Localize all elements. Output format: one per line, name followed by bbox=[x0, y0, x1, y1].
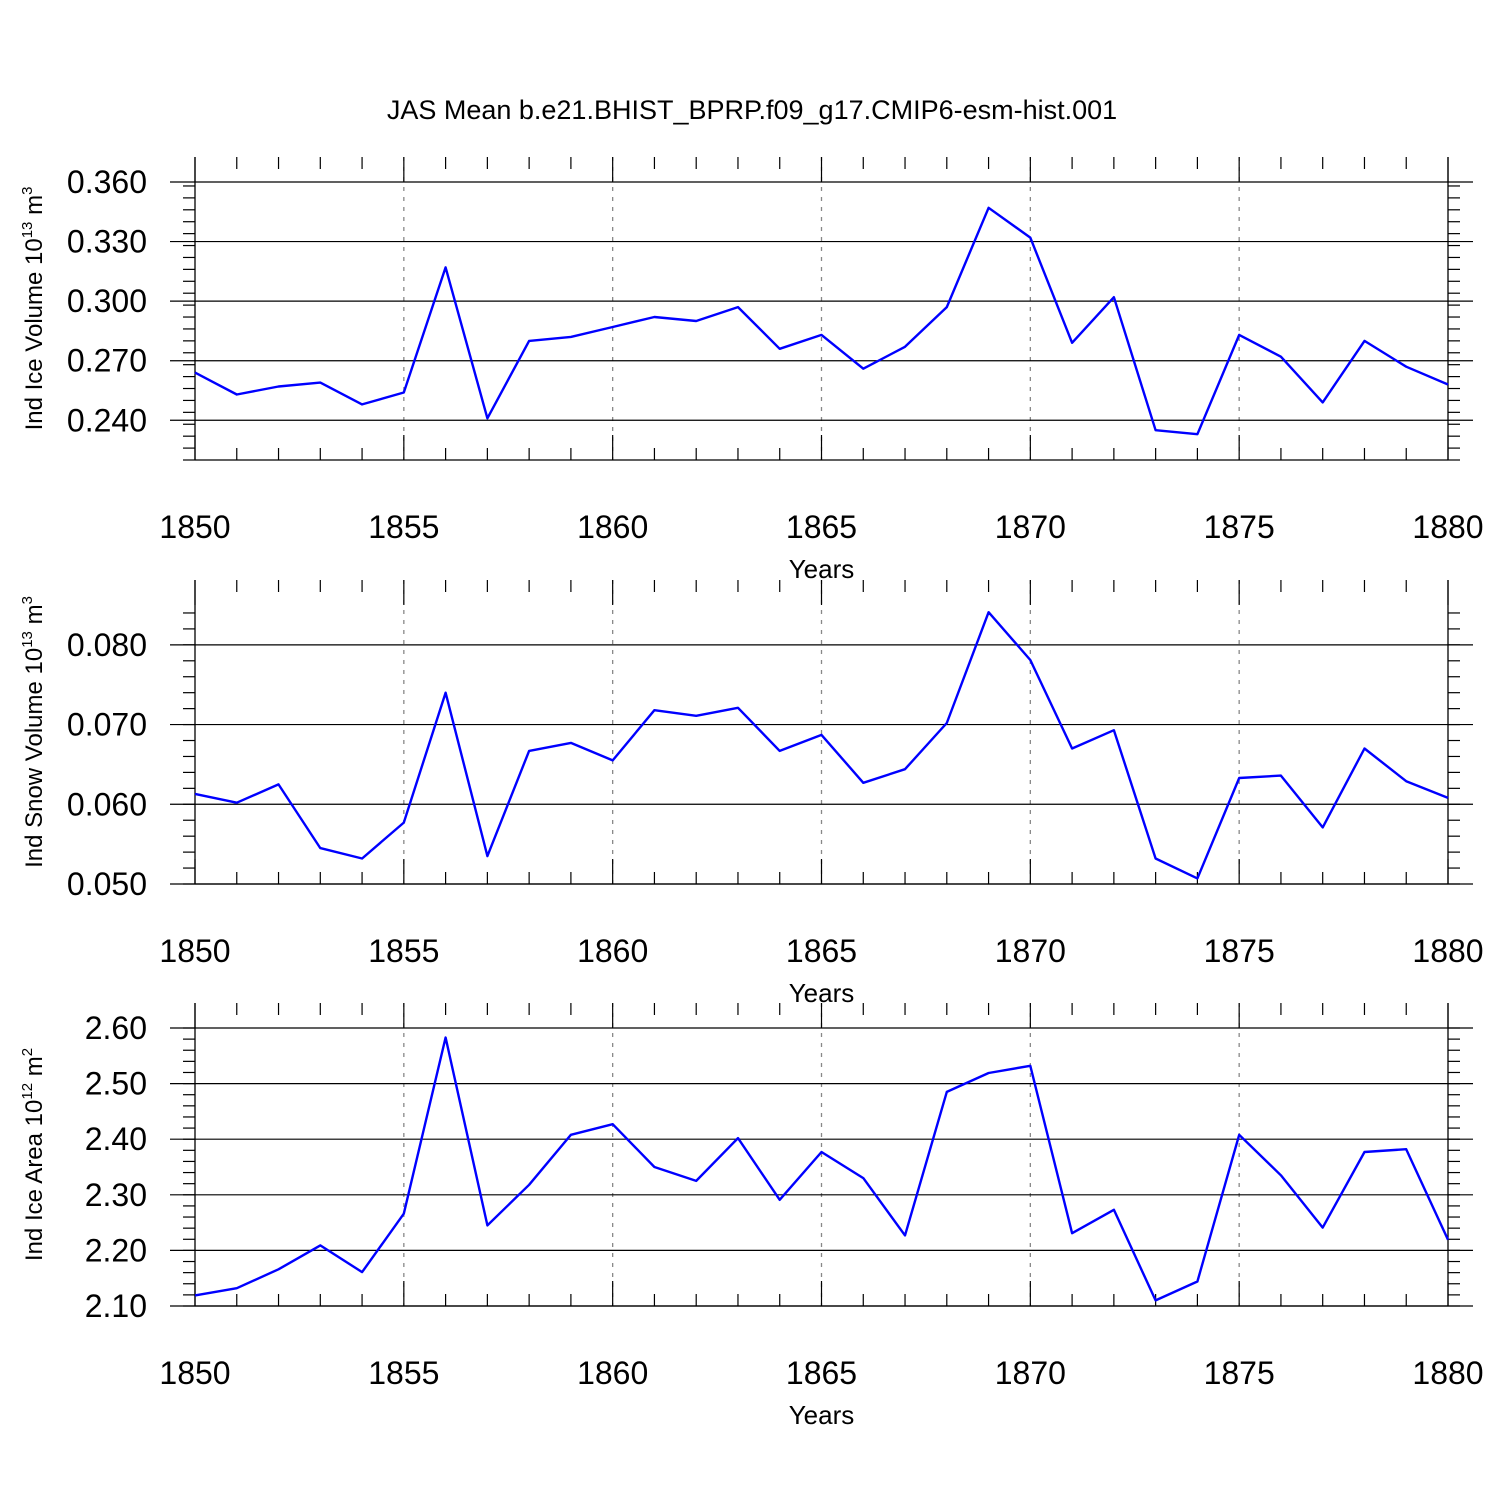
panel-ice-volume: 0.240 0.270 0.300 0.330 0.360 1850 1855 1860 186… bbox=[19, 157, 1484, 584]
y-axis-label: Ind Ice Area 1012 m2 bbox=[19, 1048, 48, 1261]
xtick-label: 1865 bbox=[786, 509, 857, 545]
xtick-label: 1860 bbox=[577, 933, 648, 969]
ytick-label: 0.240 bbox=[67, 402, 147, 438]
y-axis-label: Ind Ice Volume 1013 m3 bbox=[19, 187, 48, 431]
ytick-label: 0.070 bbox=[67, 707, 147, 743]
ytick-label: 0.060 bbox=[67, 786, 147, 822]
y-axis-label: Ind Snow Volume 1013 m3 bbox=[19, 596, 48, 868]
ytick-label: 2.20 bbox=[85, 1232, 147, 1268]
panel-ice-area: 2.10 2.20 2.30 2.40 2.50 2.60 1850 1855 1860 1865… bbox=[19, 1003, 1484, 1430]
xtick-label: 1870 bbox=[995, 933, 1066, 969]
ytick-label: 0.080 bbox=[67, 627, 147, 663]
xtick-label: 1880 bbox=[1412, 933, 1483, 969]
xtick-label: 1860 bbox=[577, 509, 648, 545]
xtick-label: 1880 bbox=[1412, 1355, 1483, 1391]
series-line-ice-area bbox=[194, 1036, 1450, 1302]
ytick-label: 2.40 bbox=[85, 1121, 147, 1157]
xtick-label: 1865 bbox=[786, 1355, 857, 1391]
ytick-label: 0.050 bbox=[67, 866, 147, 902]
ytick-label: 0.360 bbox=[67, 164, 147, 200]
xtick-label: 1870 bbox=[995, 1355, 1066, 1391]
xtick-label: 1865 bbox=[786, 933, 857, 969]
xtick-label: 1850 bbox=[159, 1355, 230, 1391]
series-line-snow-volume bbox=[194, 611, 1449, 880]
panels: 0.240 0.270 0.300 0.330 0.360 1850 1855 1860 186… bbox=[19, 157, 1484, 1430]
ytick-label: 2.50 bbox=[85, 1066, 147, 1102]
series-line-ice-volume bbox=[194, 206, 1449, 436]
x-axis-label: Years bbox=[789, 554, 855, 584]
figure-title: JAS Mean b.e21.BHIST_BPRP.f09_g17.CMIP6-… bbox=[387, 95, 1117, 125]
panel-snow-volume: 0.050 0.060 0.070 0.080 1850 1855 1860 1865 1870… bbox=[19, 580, 1484, 1008]
xtick-label: 1860 bbox=[577, 1355, 648, 1391]
xtick-label: 1850 bbox=[159, 933, 230, 969]
xtick-label: 1855 bbox=[368, 509, 439, 545]
ytick-label: 0.300 bbox=[67, 283, 147, 319]
xtick-label: 1855 bbox=[368, 933, 439, 969]
ytick-label: 0.330 bbox=[67, 224, 147, 260]
xtick-label: 1880 bbox=[1412, 509, 1483, 545]
xtick-label: 1855 bbox=[368, 1355, 439, 1391]
xtick-label: 1875 bbox=[1204, 933, 1275, 969]
ytick-label: 0.270 bbox=[67, 343, 147, 379]
xtick-label: 1875 bbox=[1204, 509, 1275, 545]
xtick-label: 1870 bbox=[995, 509, 1066, 545]
ytick-label: 2.30 bbox=[85, 1177, 147, 1213]
xtick-label: 1850 bbox=[159, 509, 230, 545]
ytick-label: 2.60 bbox=[85, 1010, 147, 1046]
ytick-label: 2.10 bbox=[85, 1288, 147, 1324]
xtick-label: 1875 bbox=[1204, 1355, 1275, 1391]
x-axis-label: Years bbox=[789, 1400, 855, 1430]
